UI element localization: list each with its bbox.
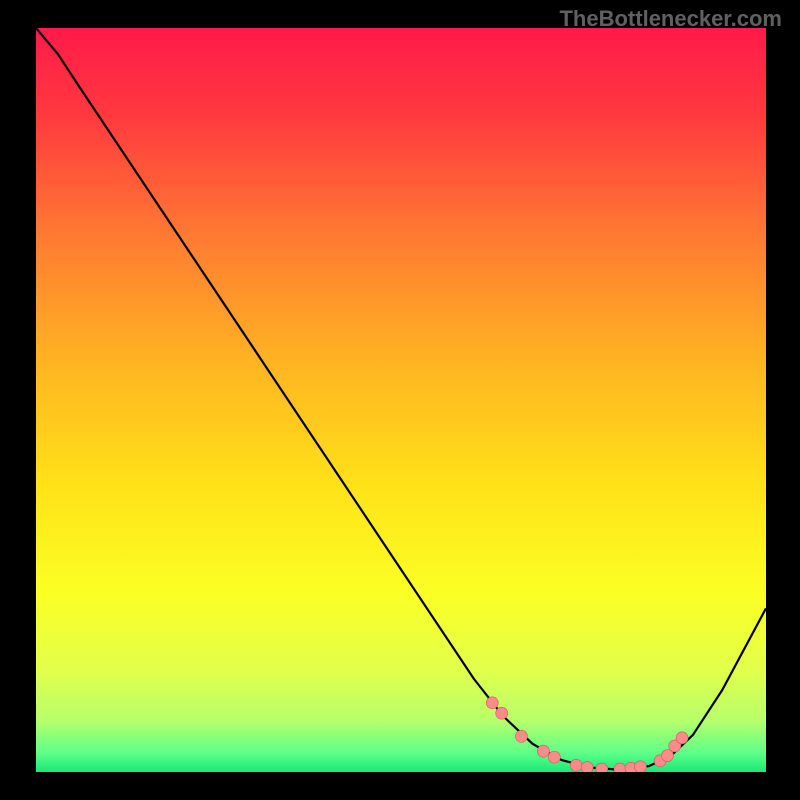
data-marker [614,763,626,772]
data-marker [548,751,560,763]
data-marker [634,761,646,772]
data-marker [596,763,608,772]
chart-background [36,28,766,772]
data-marker [537,745,549,757]
data-marker [486,697,498,709]
data-marker [570,759,582,771]
data-marker [581,762,593,772]
chart-container: TheBottlenecker.com [0,0,800,800]
data-marker [515,730,527,742]
bottleneck-curve-chart [36,28,766,772]
data-marker [496,707,508,719]
watermark-text: TheBottlenecker.com [559,6,782,32]
data-marker [676,732,688,744]
